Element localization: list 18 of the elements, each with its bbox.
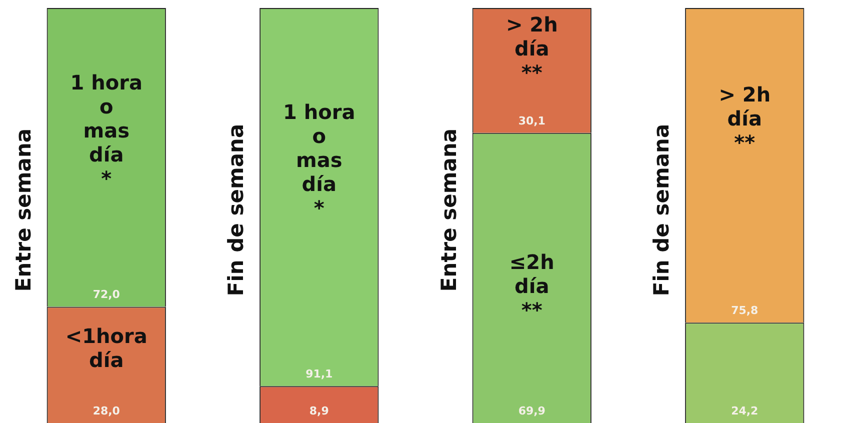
data-label: 75,8 xyxy=(731,304,758,317)
annotation: 1 hora o mas día * xyxy=(283,100,356,220)
annotation: <1hora día xyxy=(65,324,148,372)
annotation: 1 hora o mas día * xyxy=(70,70,142,191)
annotation: > 2h día ** xyxy=(718,82,771,154)
x-tick-label: Entre semana xyxy=(11,128,36,292)
data-label: 91,1 xyxy=(306,367,333,380)
data-label: 69,9 xyxy=(518,404,546,418)
x-tick-label: Fin de semana xyxy=(224,124,248,296)
data-label: 8,9 xyxy=(309,404,329,418)
data-label: 24,2 xyxy=(731,404,758,418)
x-tick-label: Entre semana xyxy=(436,128,461,292)
data-label: 72,0 xyxy=(92,288,120,302)
data-label: 30,1 xyxy=(518,114,546,128)
annotation: > 2h día ** xyxy=(506,12,558,85)
annotation: ≤2h día ** xyxy=(509,250,554,322)
x-tick-label: Fin de semana xyxy=(650,124,674,296)
data-label: 28,0 xyxy=(92,404,120,418)
